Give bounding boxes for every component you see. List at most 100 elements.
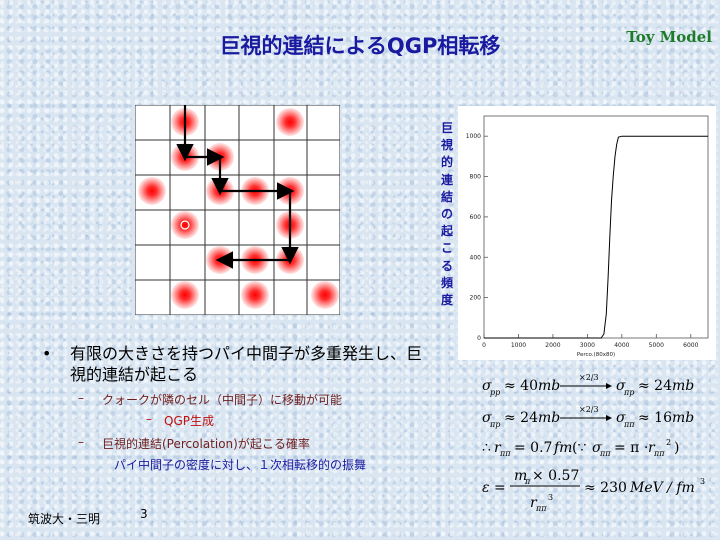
toy-model-badge: Toy Model: [626, 28, 712, 46]
svg-text:(∵: (∵: [572, 440, 586, 456]
formula-block: σ pp ≈ 40 mb ×2/3 σ πp ≈ 24 mb σ πp ≈ 24…: [482, 373, 705, 513]
x-tick-label: 2000: [545, 342, 560, 349]
x-tick-label: 1000: [511, 342, 526, 349]
svg-text:3: 3: [700, 477, 705, 486]
svg-text:MeV / fm: MeV / fm: [629, 480, 695, 496]
bullet-detail: パイ中間子の密度に対し、１次相転移的の振舞: [114, 458, 367, 472]
bullet-marker: •: [42, 344, 52, 363]
svg-text:× 0.57: × 0.57: [532, 468, 579, 484]
meson-cell: [311, 281, 339, 309]
svg-text:σ: σ: [482, 378, 492, 394]
lattice-gridlines: [135, 105, 340, 315]
formula-radius: ∴ r ππ = 0.7 fm (∵ σ ππ = π · r ππ 2 ): [482, 438, 679, 458]
y-tick-label: 400: [470, 254, 482, 261]
svg-text:mb: mb: [538, 410, 560, 426]
x-tick-label: 3000: [580, 342, 595, 349]
x-tick-label: 6000: [683, 342, 698, 349]
vertical-label-char: 頻: [440, 275, 453, 290]
bullet-subsub: – QGP生成: [34, 412, 434, 429]
svg-text:σ: σ: [482, 410, 492, 426]
svg-text:≈ 24: ≈ 24: [504, 410, 538, 426]
meson-cell: [276, 108, 304, 136]
meson-cell: [138, 177, 166, 205]
vertical-label-char: 連: [440, 172, 453, 187]
svg-text:σ: σ: [616, 410, 626, 426]
meson-cell: [171, 211, 199, 239]
svg-text:πp: πp: [489, 420, 500, 429]
vertical-label-char: の: [440, 207, 453, 222]
svg-text:≈ 40: ≈ 40: [504, 378, 538, 394]
x-tick-label: 5000: [649, 342, 664, 349]
svg-text:ππ: ππ: [653, 449, 665, 458]
y-tick-label: 600: [470, 214, 482, 221]
svg-text:≈ 16: ≈ 16: [638, 410, 672, 426]
formula-pi-p-to-pi-pi: σ πp ≈ 24 mb ×2/3 σ ππ ≈ 16 mb: [482, 405, 694, 429]
vertical-label-char: 起: [440, 224, 453, 239]
bullet-sub-text: クォークが隣のセル（中間子）に移動が可能: [102, 393, 343, 407]
svg-text:r: r: [494, 440, 502, 456]
svg-text:ε: ε: [482, 480, 490, 496]
svg-text:π: π: [524, 477, 531, 486]
svg-text:3: 3: [548, 493, 553, 502]
marked-cell: [180, 220, 190, 230]
vertical-label-char: こ: [440, 241, 453, 256]
vertical-label-char: 的: [440, 155, 453, 170]
svg-text:r: r: [530, 495, 538, 511]
bullet-marker: –: [146, 412, 152, 426]
svg-text:ππ: ππ: [499, 449, 511, 458]
bullet-main: • 有限の大きさを持つパイ中間子が多重発生し、巨視的連結が起こる: [34, 343, 434, 385]
bullet-main-text: 有限の大きさを持つパイ中間子が多重発生し、巨視的連結が起こる: [70, 344, 423, 384]
svg-text:≈ 230: ≈ 230: [584, 480, 627, 496]
svg-text:m: m: [514, 468, 527, 484]
svg-text:≈ 24: ≈ 24: [638, 378, 672, 394]
svg-text:ππ: ππ: [599, 449, 611, 458]
vertical-label-char: 視: [440, 138, 453, 153]
footer-author: 筑波大・三明: [28, 512, 101, 526]
svg-text:r: r: [648, 440, 656, 456]
percolation-lattice-diagram: [135, 105, 340, 315]
vertical-axis-label: 巨視的連結の起こる頻度: [437, 120, 457, 309]
bullet-marker: –: [78, 391, 84, 405]
svg-text:pp: pp: [490, 388, 500, 397]
x-axis-label: Perco.(80x80): [577, 352, 615, 358]
svg-text:πp: πp: [623, 388, 634, 397]
factor-label: ×2/3: [579, 373, 599, 382]
y-tick-label: 200: [470, 295, 482, 302]
x-tick-label: 0: [482, 342, 486, 349]
page-number: 3: [140, 507, 148, 521]
vertical-label-char: 巨: [440, 121, 453, 135]
series-line: [484, 135, 708, 339]
svg-text:): ): [674, 440, 679, 456]
y-tick-label: 0: [477, 335, 481, 342]
svg-text:σ: σ: [592, 440, 602, 456]
bullet-subsub-text: QGP生成: [164, 414, 214, 428]
svg-text:ππ: ππ: [623, 420, 635, 429]
bullet-sub: – クォークが隣のセル（中間子）に移動が可能: [34, 391, 434, 408]
svg-text:∴: ∴: [482, 440, 491, 456]
meson-cells: [138, 108, 339, 309]
meson-cell: [241, 281, 269, 309]
meson-cell: [171, 281, 199, 309]
formula-pp-to-pi-p: σ pp ≈ 40 mb ×2/3 σ πp ≈ 24 mb: [482, 373, 694, 397]
y-tick-label: 800: [470, 174, 482, 181]
vertical-label-char: 度: [440, 293, 453, 308]
formula-energy-density: ε = m π × 0.57 r ππ 3 ≈ 230 MeV / fm 3: [482, 468, 705, 513]
quark-path: [176, 105, 299, 269]
percolation-chart: 0 1000 2000 3000 4000 5000 6000 0 200 400 600 800 10…: [458, 106, 716, 360]
plot-frame: [483, 115, 709, 339]
svg-text:2: 2: [666, 438, 671, 447]
svg-text:fm: fm: [553, 440, 572, 456]
svg-text:σ: σ: [616, 378, 626, 394]
slide-title: 巨視的連結によるQGP相転移: [219, 34, 501, 58]
bullet-sub-text: 巨視的連結(Percolation)が起こる確率: [102, 437, 310, 451]
svg-text:mb: mb: [538, 378, 560, 394]
svg-text:mb: mb: [672, 410, 694, 426]
svg-text:= 0.7: = 0.7: [514, 440, 552, 456]
svg-text:mb: mb: [672, 378, 694, 394]
factor-label: ×2/3: [579, 405, 599, 414]
vertical-label-char: る: [440, 258, 453, 273]
svg-text:=: =: [494, 480, 506, 496]
bullet-list: • 有限の大きさを持つパイ中間子が多重発生し、巨視的連結が起こる – クォークが…: [34, 343, 434, 473]
x-tick-label: 4000: [614, 342, 629, 349]
vertical-label-char: 結: [440, 189, 453, 204]
